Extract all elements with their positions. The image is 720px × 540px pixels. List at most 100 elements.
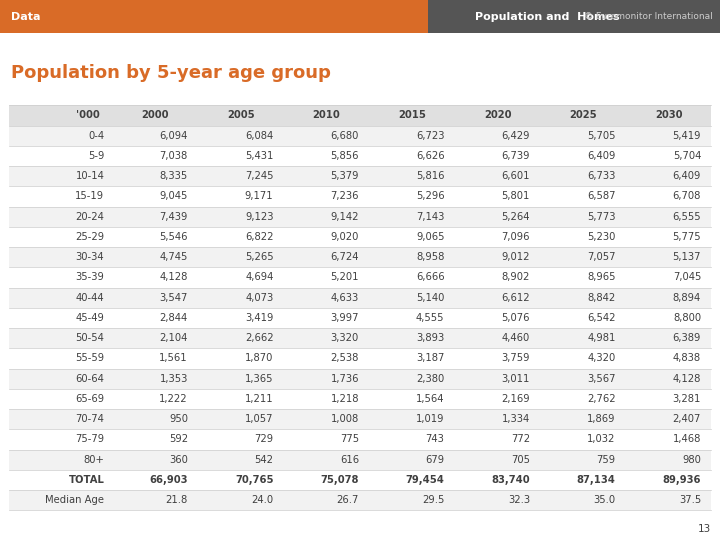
Text: 6,601: 6,601 — [502, 171, 530, 181]
Text: 13: 13 — [698, 523, 711, 534]
Text: 6,680: 6,680 — [330, 131, 359, 141]
Text: 1,019: 1,019 — [416, 414, 444, 424]
Text: 32.3: 32.3 — [508, 495, 530, 505]
Text: 3,320: 3,320 — [330, 333, 359, 343]
Text: 6,612: 6,612 — [501, 293, 530, 303]
Text: 2,844: 2,844 — [160, 313, 188, 323]
Text: 25-29: 25-29 — [75, 232, 104, 242]
Text: 592: 592 — [168, 434, 188, 444]
Text: 2030: 2030 — [655, 110, 683, 120]
Text: 5,705: 5,705 — [587, 131, 616, 141]
Text: 6,666: 6,666 — [416, 272, 444, 282]
Text: 360: 360 — [169, 455, 188, 465]
Text: 6,542: 6,542 — [587, 313, 616, 323]
Text: 79,454: 79,454 — [405, 475, 444, 485]
Text: 2,407: 2,407 — [672, 414, 701, 424]
Text: 5,801: 5,801 — [502, 191, 530, 201]
Text: 80+: 80+ — [84, 455, 104, 465]
Text: 9,123: 9,123 — [245, 212, 274, 222]
Text: 6,389: 6,389 — [672, 333, 701, 343]
Text: 4,838: 4,838 — [673, 353, 701, 363]
Text: 4,745: 4,745 — [160, 252, 188, 262]
Text: TOTAL: TOTAL — [68, 475, 104, 485]
Text: 6,739: 6,739 — [502, 151, 530, 161]
Text: 2,169: 2,169 — [501, 394, 530, 404]
Text: 8,902: 8,902 — [502, 272, 530, 282]
Text: 9,171: 9,171 — [245, 191, 274, 201]
Text: 7,038: 7,038 — [160, 151, 188, 161]
Text: 8,958: 8,958 — [416, 252, 444, 262]
Text: 8,800: 8,800 — [673, 313, 701, 323]
Text: 6,084: 6,084 — [246, 131, 274, 141]
Text: 1,008: 1,008 — [330, 414, 359, 424]
Text: Population by 5-year age group: Population by 5-year age group — [11, 64, 330, 82]
Text: 70-74: 70-74 — [76, 414, 104, 424]
Text: 772: 772 — [511, 434, 530, 444]
Text: 5,419: 5,419 — [672, 131, 701, 141]
Text: 743: 743 — [426, 434, 444, 444]
Text: 1,057: 1,057 — [245, 414, 274, 424]
Text: 8,842: 8,842 — [588, 293, 616, 303]
Text: 0-4: 0-4 — [88, 131, 104, 141]
Text: 5,704: 5,704 — [672, 151, 701, 161]
Text: Data: Data — [11, 12, 40, 22]
Text: 6,555: 6,555 — [672, 212, 701, 222]
Text: 55-59: 55-59 — [75, 353, 104, 363]
Text: 6,708: 6,708 — [672, 191, 701, 201]
Text: 4,128: 4,128 — [672, 374, 701, 384]
Text: 1,736: 1,736 — [330, 374, 359, 384]
Text: 70,765: 70,765 — [235, 475, 274, 485]
Text: 75,078: 75,078 — [320, 475, 359, 485]
Text: 2005: 2005 — [227, 110, 255, 120]
Text: 37.5: 37.5 — [679, 495, 701, 505]
Text: 5,140: 5,140 — [416, 293, 444, 303]
Text: 980: 980 — [683, 455, 701, 465]
Text: 1,032: 1,032 — [588, 434, 616, 444]
Text: 7,045: 7,045 — [672, 272, 701, 282]
Text: 3,567: 3,567 — [587, 374, 616, 384]
Text: 5,546: 5,546 — [159, 232, 188, 242]
Text: 3,893: 3,893 — [416, 333, 444, 343]
Text: 4,460: 4,460 — [502, 333, 530, 343]
Text: 2015: 2015 — [398, 110, 426, 120]
Text: Population and  Homes: Population and Homes — [475, 12, 619, 22]
Text: 10-14: 10-14 — [76, 171, 104, 181]
Text: 5,137: 5,137 — [672, 252, 701, 262]
Text: 4,320: 4,320 — [588, 353, 616, 363]
Text: 705: 705 — [511, 455, 530, 465]
Text: 5,379: 5,379 — [330, 171, 359, 181]
Text: 6,724: 6,724 — [330, 252, 359, 262]
Text: 5,296: 5,296 — [416, 191, 444, 201]
Text: 2025: 2025 — [570, 110, 597, 120]
Text: 775: 775 — [340, 434, 359, 444]
Text: 5,076: 5,076 — [502, 313, 530, 323]
Text: 729: 729 — [254, 434, 274, 444]
Text: 20-24: 20-24 — [76, 212, 104, 222]
Text: 7,096: 7,096 — [502, 232, 530, 242]
Text: 1,334: 1,334 — [502, 414, 530, 424]
Text: 45-49: 45-49 — [76, 313, 104, 323]
Text: 89,936: 89,936 — [662, 475, 701, 485]
Text: 2,104: 2,104 — [160, 333, 188, 343]
Text: 15-19: 15-19 — [75, 191, 104, 201]
Text: 75-79: 75-79 — [75, 434, 104, 444]
Text: 6,822: 6,822 — [245, 232, 274, 242]
Text: 83,740: 83,740 — [492, 475, 530, 485]
Text: 542: 542 — [254, 455, 274, 465]
Text: Median Age: Median Age — [45, 495, 104, 505]
Text: 5,230: 5,230 — [588, 232, 616, 242]
Text: '000: '000 — [76, 110, 100, 120]
Text: 6,587: 6,587 — [587, 191, 616, 201]
Text: 6,723: 6,723 — [416, 131, 444, 141]
Text: 2000: 2000 — [142, 110, 169, 120]
Text: 3,419: 3,419 — [245, 313, 274, 323]
Text: 4,073: 4,073 — [246, 293, 274, 303]
Text: 5,775: 5,775 — [672, 232, 701, 242]
Text: 2010: 2010 — [312, 110, 341, 120]
Text: 6,429: 6,429 — [502, 131, 530, 141]
Text: 8,894: 8,894 — [673, 293, 701, 303]
Text: 5,773: 5,773 — [587, 212, 616, 222]
Text: 5,264: 5,264 — [502, 212, 530, 222]
Text: 87,134: 87,134 — [577, 475, 616, 485]
Text: © Euromonitor International: © Euromonitor International — [584, 12, 713, 21]
